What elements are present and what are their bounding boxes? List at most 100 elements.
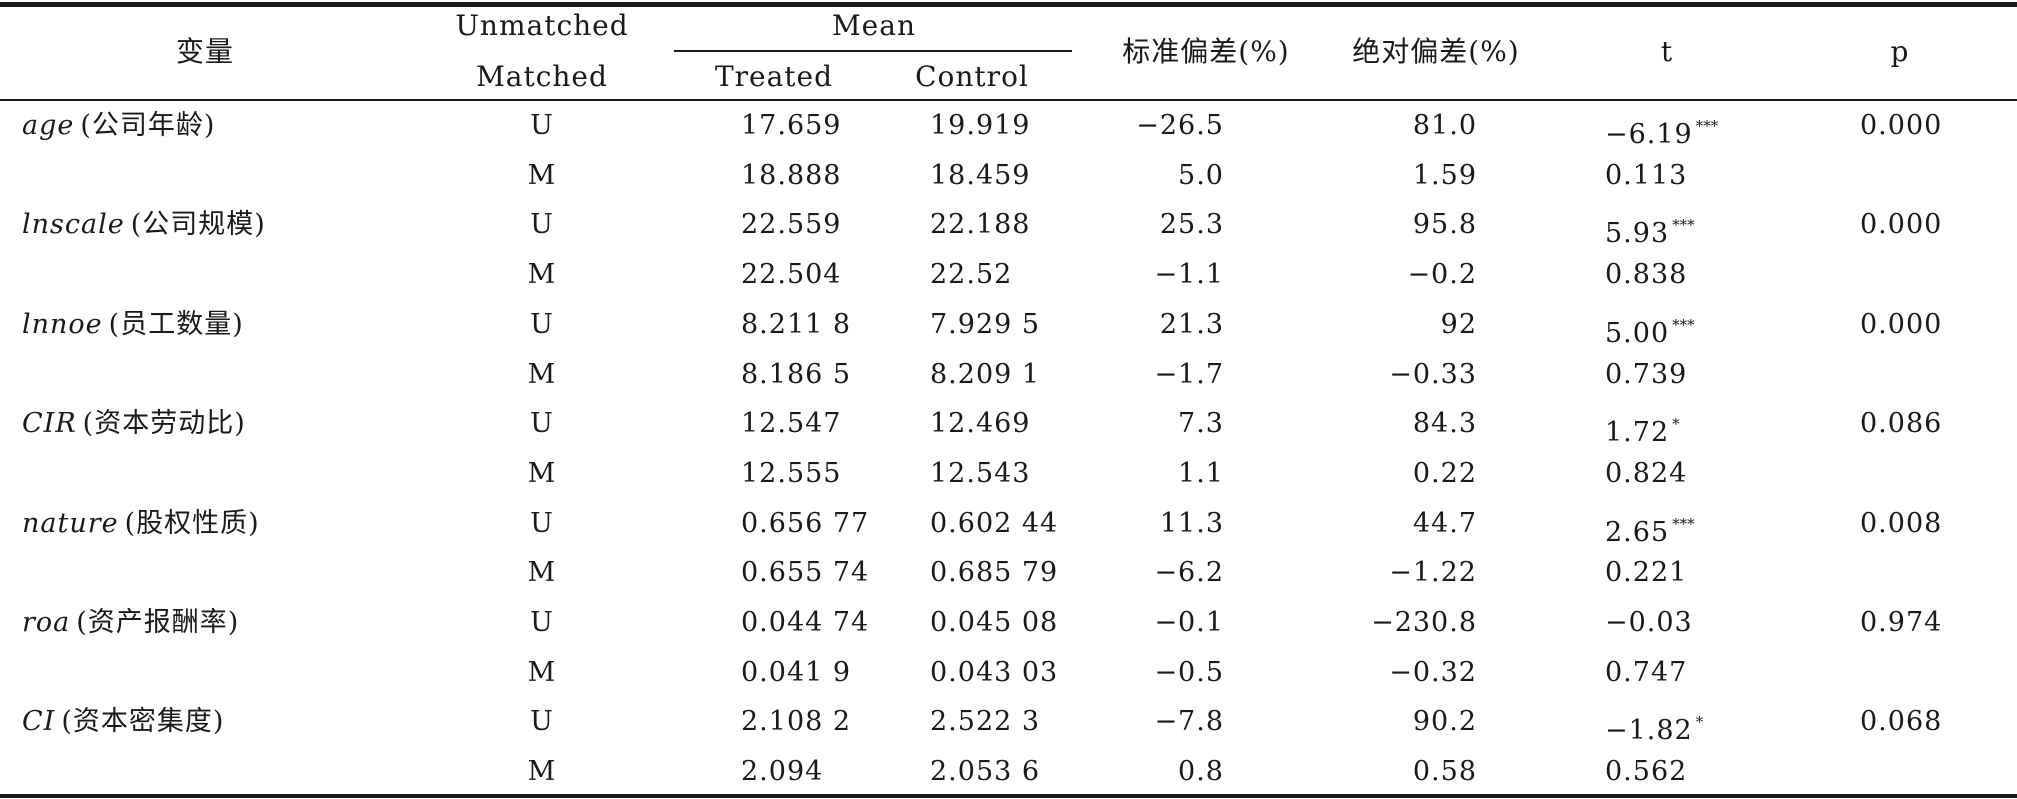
t-stat: 2.65 *** (1605, 504, 1695, 553)
sample-flag-text: U (530, 706, 554, 737)
treated-mean-text: 2.108 2 (741, 706, 852, 737)
control-mean: 18.459 (930, 156, 1030, 196)
table-row-variable: lnscale (公司规模) (22, 205, 266, 245)
control-mean-text: 0.602 44 (930, 508, 1059, 539)
abs-bias: −0.33 (1357, 355, 1477, 395)
t-stat: −0.03 (1605, 603, 1693, 643)
table-row-variable: age (公司年龄) (22, 106, 215, 146)
table-row-variable (22, 653, 28, 693)
t-stat-text: −1.82 (1605, 715, 1693, 746)
control-mean: 12.469 (930, 404, 1030, 444)
t-stat-text: −6.19 (1605, 119, 1693, 150)
control-mean: 2.522 3 (930, 702, 1040, 742)
std-bias: −1.1 (972, 255, 1224, 295)
control-mean: 22.188 (930, 205, 1030, 245)
t-stat: 5.00 *** (1605, 305, 1695, 354)
t-stat: 0.562 (1605, 752, 1687, 792)
std-bias-text: −1.7 (1154, 359, 1224, 390)
p-value-text: 0.000 (1860, 110, 1943, 141)
variable-name: CIR (22, 408, 77, 439)
t-stat: 0.221 (1605, 553, 1687, 593)
header-matched: Matched (476, 60, 608, 93)
treated-mean-text: 18.888 (741, 160, 842, 191)
t-stat: 0.747 (1605, 653, 1687, 693)
p-value-text: 0.000 (1860, 209, 1943, 240)
sample-flag-text: M (527, 458, 557, 489)
std-bias-text: 7.3 (1178, 408, 1224, 439)
sample-flag: U (530, 702, 554, 742)
header-mean: Mean (832, 9, 916, 42)
control-mean: 0.602 44 (930, 504, 1058, 544)
control-mean-text: 0.685 79 (930, 557, 1059, 588)
variable-name: lnnoe (22, 309, 103, 340)
significance-stars: * (1672, 415, 1680, 433)
sample-flag: U (530, 205, 554, 245)
std-bias-text: 0.8 (1178, 756, 1224, 787)
header-rule (0, 99, 2017, 101)
std-bias-text: −6.2 (1154, 557, 1224, 588)
variable-description: (资产报酬率) (76, 607, 240, 638)
control-mean: 7.929 5 (930, 305, 1040, 345)
bottom-rule (0, 794, 2017, 798)
abs-bias: 0.58 (1357, 752, 1477, 792)
treated-mean-text: 0.655 74 (741, 557, 870, 588)
sample-flag: U (530, 305, 554, 345)
variable-description: (资本密集度) (61, 706, 225, 737)
treated-mean-text: 22.504 (741, 259, 842, 290)
treated-mean-text: 2.094 (741, 756, 824, 787)
std-bias-text: 21.3 (1159, 309, 1224, 340)
treated-mean: 8.211 8 (741, 305, 851, 345)
abs-bias: −0.2 (1357, 255, 1477, 295)
std-bias-text: −0.1 (1154, 607, 1224, 638)
treated-mean: 8.186 5 (741, 355, 851, 395)
t-stat-text: 0.221 (1605, 557, 1688, 588)
significance-stars: *** (1672, 515, 1695, 533)
treated-mean-text: 12.555 (741, 458, 842, 489)
abs-bias-text: 81.0 (1412, 110, 1477, 141)
p-value-text: 0.068 (1860, 706, 1943, 737)
std-bias: −7.8 (972, 702, 1224, 742)
t-stat: 0.824 (1605, 454, 1687, 494)
treated-mean: 18.888 (741, 156, 841, 196)
control-mean: 22.52 (930, 255, 1012, 295)
std-bias: 25.3 (972, 205, 1224, 245)
t-stat: 1.72 * (1605, 404, 1680, 453)
treated-mean-text: 8.186 5 (741, 359, 852, 390)
table-row-variable (22, 454, 28, 494)
header-t: t (1660, 35, 1674, 68)
t-stat-text: 0.113 (1605, 160, 1688, 191)
control-mean-text: 8.209 1 (930, 359, 1041, 390)
std-bias: 21.3 (972, 305, 1224, 345)
control-mean: 19.919 (930, 106, 1030, 146)
std-bias-text: −1.1 (1154, 259, 1224, 290)
t-stat: 0.838 (1605, 255, 1687, 295)
std-bias: −0.5 (972, 653, 1224, 693)
std-bias: −26.5 (972, 106, 1224, 146)
abs-bias-text: −1.22 (1389, 557, 1477, 588)
sample-flag-text: U (530, 607, 554, 638)
t-stat-text: 0.747 (1605, 657, 1688, 688)
control-mean-text: 18.459 (930, 160, 1031, 191)
table-row-variable (22, 156, 28, 196)
significance-stars: *** (1672, 216, 1695, 234)
sample-flag: M (528, 355, 557, 395)
treated-mean: 2.108 2 (741, 702, 851, 742)
treated-mean-text: 0.044 74 (741, 607, 870, 638)
p-value: 0.000 (1860, 106, 1942, 146)
sample-flag-text: M (527, 359, 557, 390)
header-treated: Treated (714, 60, 834, 93)
control-mean: 0.685 79 (930, 553, 1058, 593)
sample-flag: M (528, 454, 557, 494)
control-mean-text: 22.188 (930, 209, 1031, 240)
table-row-variable: nature (股权性质) (22, 504, 260, 544)
abs-bias-text: 84.3 (1412, 408, 1477, 439)
treated-mean: 0.655 74 (741, 553, 869, 593)
sample-flag-text: M (527, 160, 557, 191)
variable-name: nature (22, 508, 119, 539)
p-value: 0.086 (1860, 404, 1942, 444)
sample-flag: M (528, 553, 557, 593)
header-abs-bias: 绝对偏差(%) (1352, 35, 1520, 68)
std-bias: −6.2 (972, 553, 1224, 593)
control-mean: 12.543 (930, 454, 1030, 494)
std-bias-text: −0.5 (1154, 657, 1224, 688)
